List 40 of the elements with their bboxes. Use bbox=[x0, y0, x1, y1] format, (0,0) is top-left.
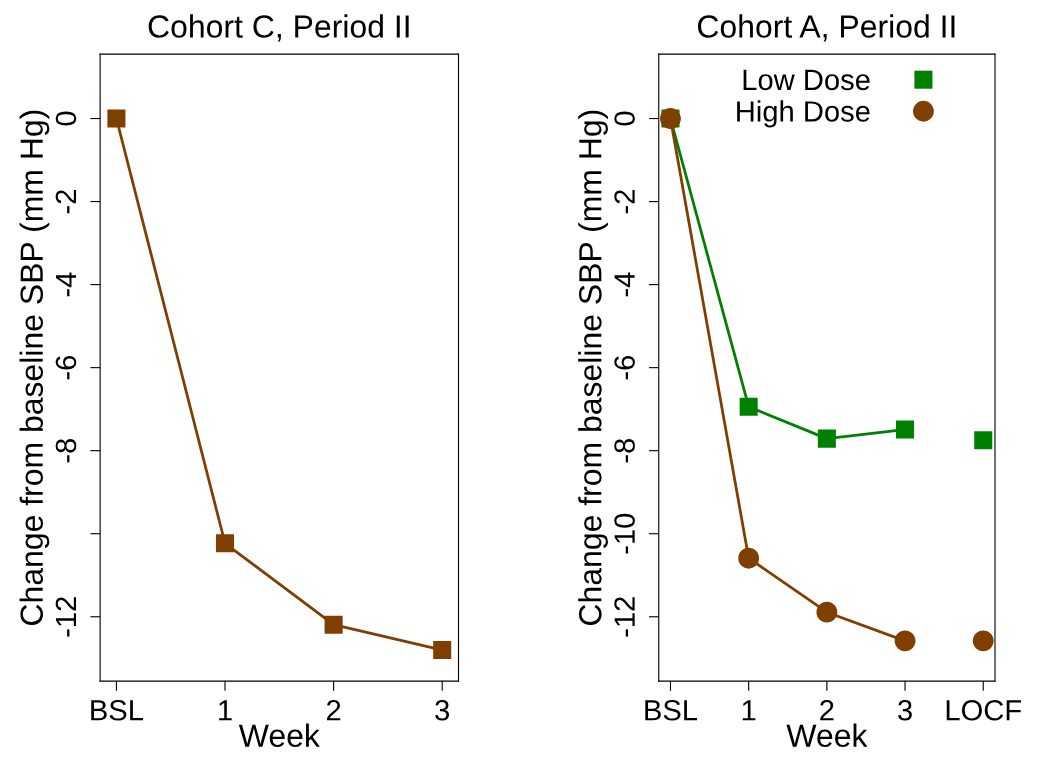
point bbox=[738, 547, 760, 569]
point bbox=[896, 420, 915, 439]
point bbox=[816, 601, 838, 623]
x-tick-label: LOCF bbox=[946, 699, 1021, 721]
legend-label: Low Dose bbox=[743, 69, 870, 91]
y-tick-label: -2 bbox=[55, 190, 77, 214]
y-tick-label: -8 bbox=[55, 438, 77, 463]
y-tick-label: 0 bbox=[614, 111, 635, 126]
point bbox=[894, 630, 916, 652]
y-tick-label: -2 bbox=[614, 190, 635, 214]
point bbox=[739, 397, 758, 416]
y-tick-label: -4 bbox=[614, 272, 635, 297]
x-axis-title: Week bbox=[786, 723, 868, 748]
point bbox=[215, 534, 235, 553]
y-tick-label: -8 bbox=[614, 438, 635, 463]
legend-label: High Dose bbox=[737, 100, 870, 128]
y-tick-label: -4 bbox=[55, 272, 77, 297]
point bbox=[817, 429, 836, 448]
x-tick-label: 3 bbox=[898, 699, 912, 721]
y-tick-label: -12 bbox=[614, 597, 635, 637]
y-tick-label: -10 bbox=[614, 513, 635, 554]
y-tick-label: 0 bbox=[55, 111, 77, 126]
y-tick-label: -6 bbox=[614, 355, 635, 380]
x-tick-label: 2 bbox=[820, 699, 834, 721]
x-tick-label: BSL bbox=[645, 699, 698, 721]
chart-title: Cohort A, Period II bbox=[697, 14, 955, 42]
x-tick-label: BSL bbox=[91, 699, 144, 721]
y-tick-label: -6 bbox=[55, 355, 77, 380]
x-axis-title: Week bbox=[238, 723, 320, 748]
x-tick-label: 3 bbox=[435, 699, 450, 721]
y-axis-title: Change from baseline SBP (mm Hg) bbox=[19, 110, 50, 625]
chart-title: Cohort C, Period II bbox=[148, 14, 409, 42]
point bbox=[433, 640, 452, 660]
x-tick-label: 2 bbox=[326, 699, 341, 721]
x-tick-label: 1 bbox=[219, 700, 232, 721]
x-tick-label: 1 bbox=[742, 700, 756, 721]
point bbox=[324, 615, 343, 634]
y-axis-title: Change from baseline SBP (mm Hg) bbox=[578, 110, 608, 625]
y-tick-label: -12 bbox=[55, 597, 77, 637]
point bbox=[107, 109, 126, 128]
